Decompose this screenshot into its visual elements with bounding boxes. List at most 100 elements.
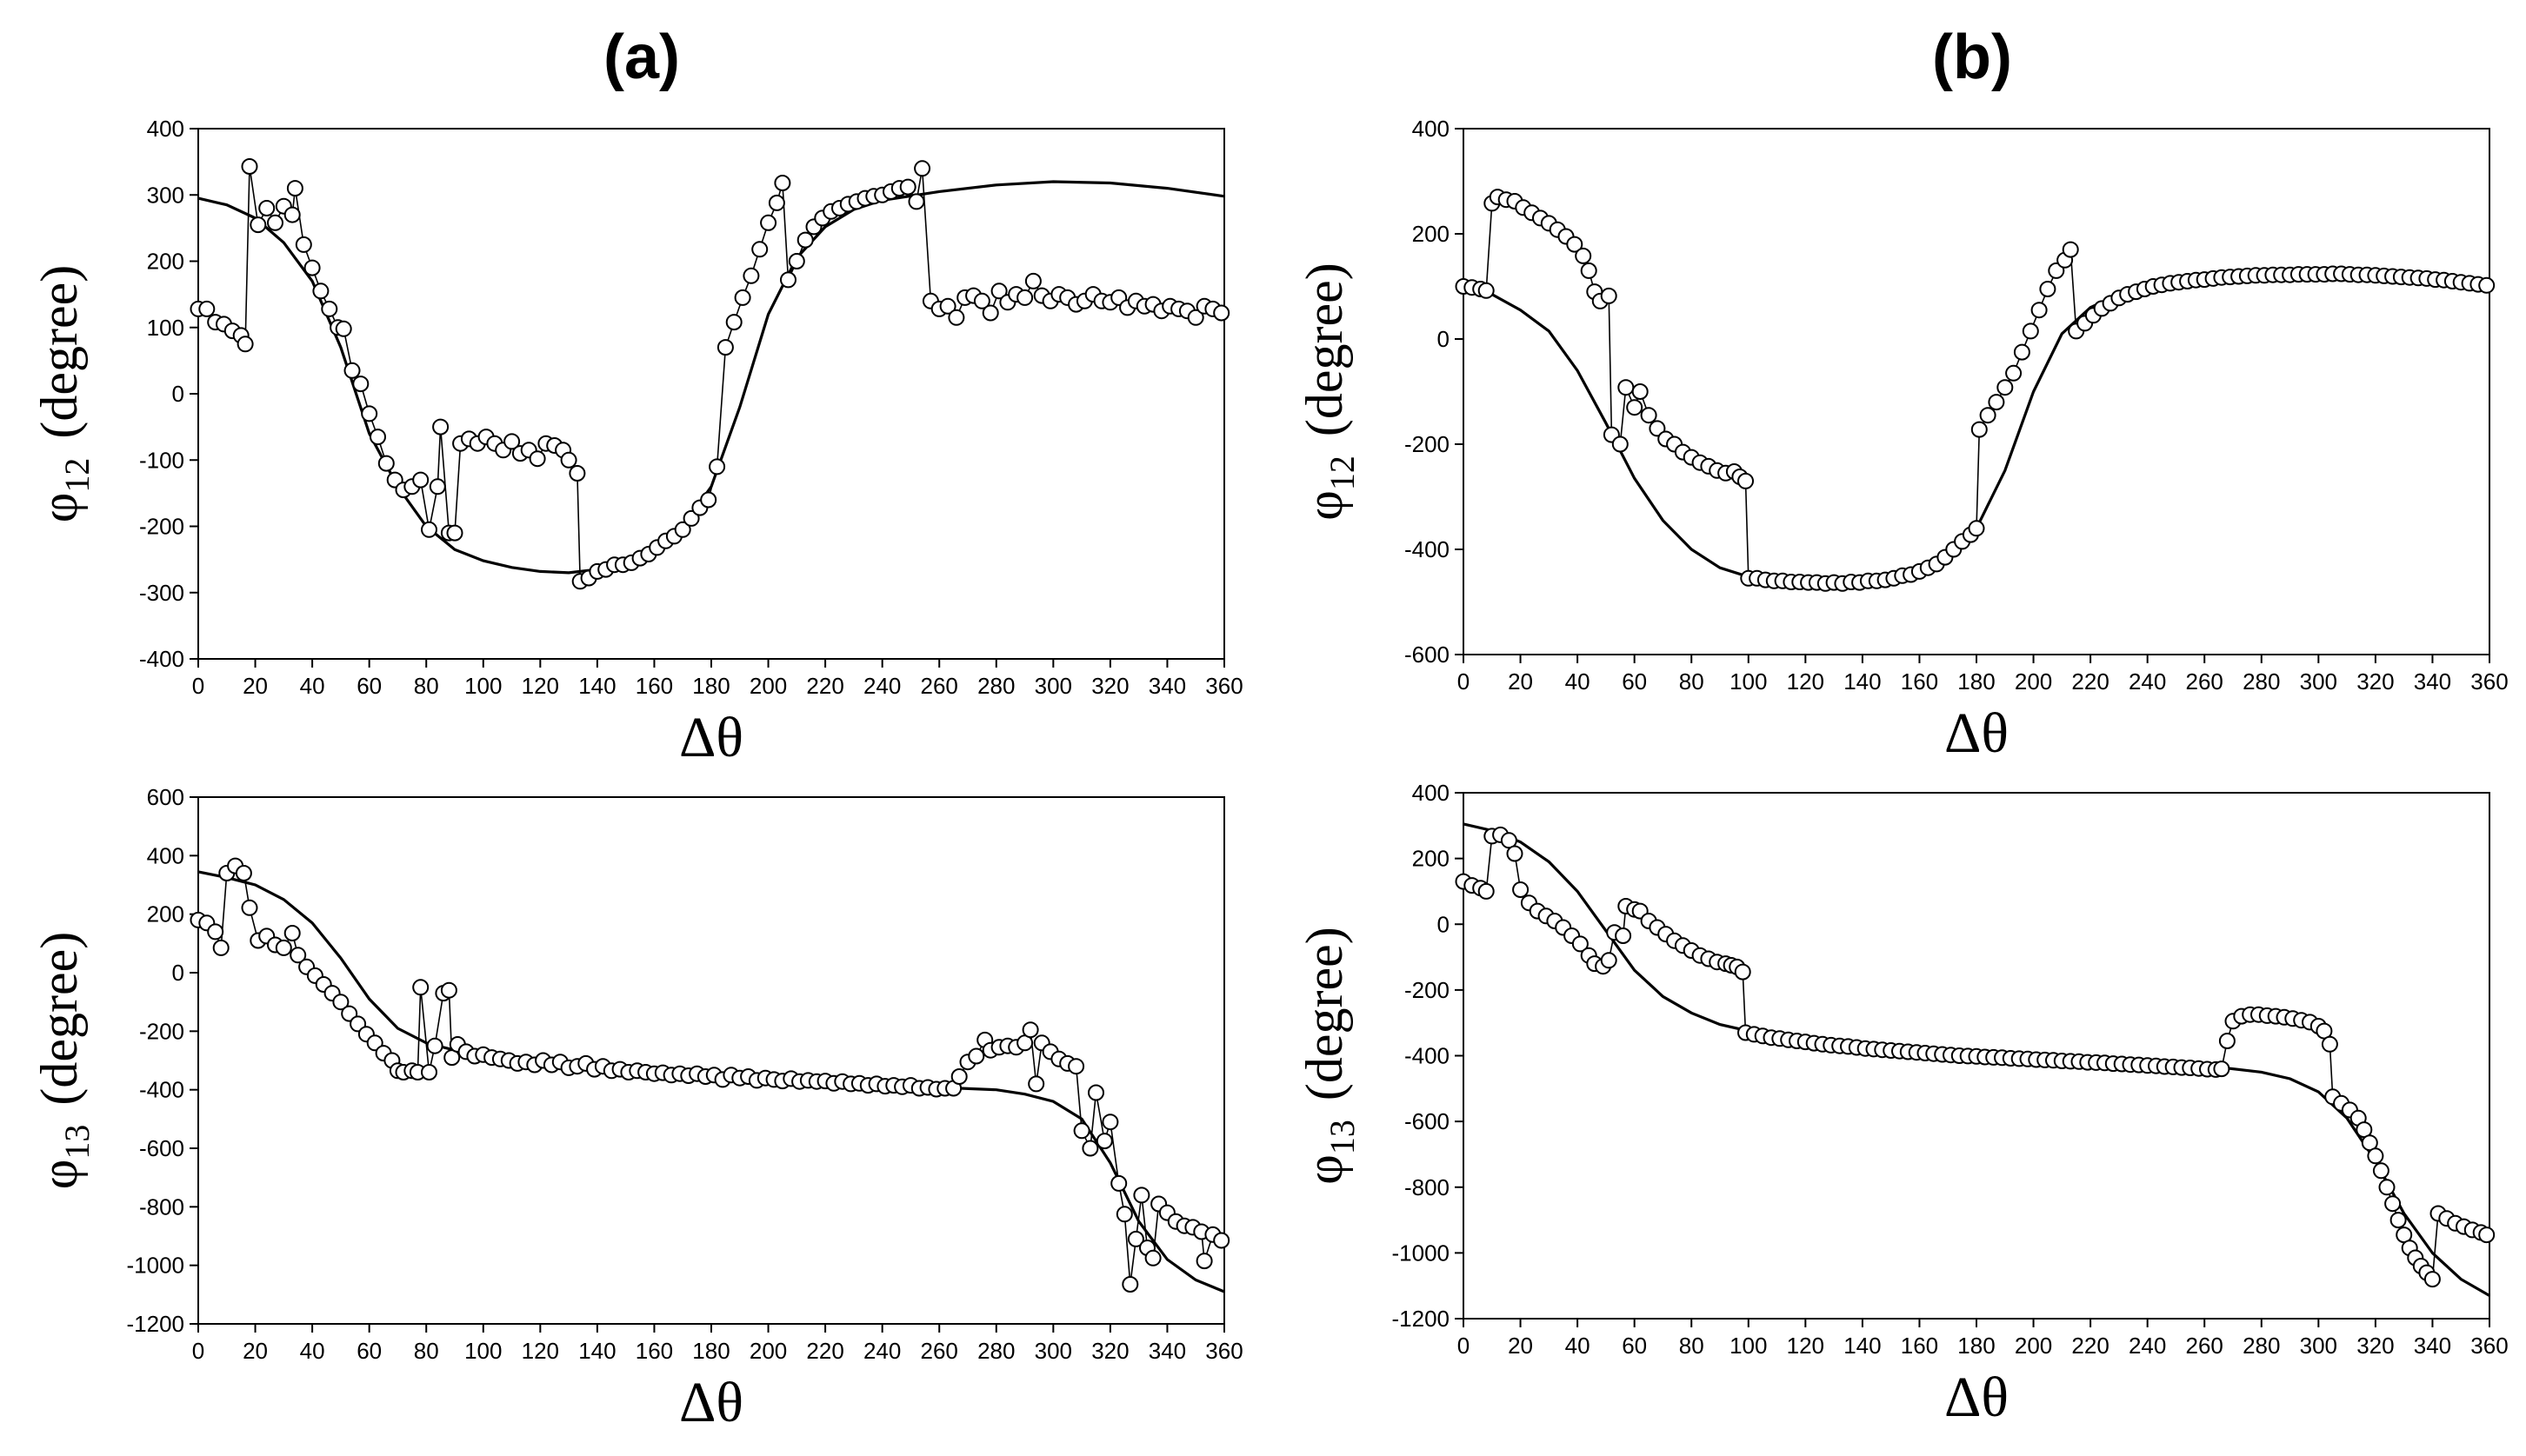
data-point — [1144, 1249, 1162, 1267]
x-tick-label: 320 — [1091, 1338, 1129, 1364]
data-point — [743, 267, 760, 284]
data-point — [1575, 247, 1592, 264]
y-tick-label: -1200 — [1392, 1306, 1450, 1332]
y-tick-label: 0 — [172, 960, 184, 986]
x-axis-label: Δθ — [679, 1371, 743, 1434]
x-tick-label: 300 — [2300, 668, 2337, 695]
x-tick-label: 340 — [2414, 668, 2451, 695]
x-tick-label: 0 — [1457, 668, 1470, 695]
data-point — [503, 433, 521, 450]
y-axis-subscript: 13 — [1323, 1120, 1362, 1154]
data-point — [1213, 1232, 1230, 1249]
x-tick-label: 160 — [636, 1338, 673, 1364]
y-tick-label: -600 — [139, 1135, 184, 1161]
data-point — [1600, 287, 1617, 304]
y-tick-label: 400 — [147, 116, 184, 142]
y-tick-label: -400 — [1404, 1043, 1450, 1069]
data-point — [237, 336, 254, 353]
data-point — [283, 206, 301, 223]
data-point — [241, 899, 258, 916]
data-point — [290, 947, 307, 964]
chart-a-top: 0 20 40 60 80 100 120 140 160 180 200 220 240 260 280 3… — [30, 116, 1243, 769]
x-tick-label: 40 — [1565, 1333, 1590, 1359]
x-tick-label: 40 — [1565, 668, 1590, 695]
panel-label-a: (a) — [603, 23, 680, 92]
data-point — [207, 923, 224, 941]
y-axis-subscript: 12 — [1323, 455, 1362, 490]
data-point — [1127, 1230, 1144, 1247]
data-point — [1024, 272, 1042, 289]
x-tick-label: 280 — [977, 673, 1015, 699]
data-point — [939, 297, 956, 315]
y-tick-label: 200 — [147, 249, 184, 275]
data-point — [774, 175, 791, 191]
data-point — [1979, 407, 1996, 424]
data-point — [321, 300, 338, 317]
data-point — [760, 214, 777, 231]
data-point — [1187, 309, 1204, 326]
data-point — [1073, 1122, 1090, 1140]
x-tick-label: 0 — [192, 1338, 204, 1364]
data-point — [2384, 1195, 2402, 1213]
data-point — [1615, 927, 1632, 944]
data-point — [968, 1047, 985, 1065]
data-point — [1566, 236, 1583, 253]
y-tick-label: -1000 — [127, 1253, 185, 1279]
data-point — [1196, 1253, 1213, 1270]
panel-label-b: (b) — [1932, 23, 2012, 92]
x-tick-label: 300 — [1035, 673, 1072, 699]
data-point — [361, 405, 378, 422]
y-tick-label: -200 — [139, 514, 184, 540]
x-tick-label: 60 — [1622, 1333, 1647, 1359]
data-point — [908, 193, 925, 210]
data-point — [725, 314, 743, 331]
data-point — [1016, 289, 1034, 306]
x-tick-label: 320 — [2356, 1333, 2394, 1359]
x-axis-label: Δθ — [679, 706, 743, 769]
data-point — [1022, 1021, 1039, 1039]
x-tick-label: 200 — [2015, 668, 2052, 695]
data-point — [1968, 520, 1985, 537]
data-point — [1028, 1075, 1045, 1093]
x-tick-label: 340 — [2414, 1333, 2451, 1359]
x-tick-label: 320 — [1091, 673, 1129, 699]
data-point — [250, 216, 267, 234]
data-point — [2062, 241, 2079, 258]
data-point — [258, 200, 276, 216]
x-tick-label: 180 — [1957, 668, 1995, 695]
x-tick-label: 220 — [806, 1338, 843, 1364]
y-axis-symbol: φ — [30, 1160, 88, 1190]
y-tick-label: -1200 — [127, 1311, 185, 1337]
data-point — [2013, 343, 2030, 361]
data-point — [1068, 1058, 1085, 1075]
data-point — [295, 236, 312, 253]
x-tick-label: 20 — [243, 673, 268, 699]
y-axis-symbol: φ — [1296, 490, 1353, 521]
y-tick-label: 0 — [172, 381, 184, 407]
x-tick-label: 340 — [1149, 1338, 1186, 1364]
data-point — [709, 458, 726, 475]
data-point — [412, 979, 430, 996]
data-point — [2030, 302, 2048, 319]
y-tick-label: -400 — [1404, 536, 1450, 562]
data-point — [1102, 1114, 1119, 1131]
data-point — [1133, 1187, 1150, 1204]
data-point — [1110, 1174, 1128, 1192]
y-tick-label: 200 — [147, 901, 184, 927]
x-tick-label: 180 — [1957, 1333, 1995, 1359]
x-tick-label: 80 — [414, 673, 439, 699]
data-point — [1631, 383, 1649, 400]
x-tick-label: 60 — [357, 1338, 382, 1364]
y-tick-label: 300 — [147, 182, 184, 208]
x-tick-label: 160 — [636, 673, 673, 699]
data-point — [1512, 881, 1530, 898]
data-point — [982, 304, 999, 322]
x-tick-label: 20 — [1508, 1333, 1533, 1359]
y-axis-label: φ13 (degree) — [1296, 927, 1362, 1184]
data-point — [751, 241, 769, 258]
y-axis-unit: (degree) — [1296, 927, 1353, 1100]
data-point — [2367, 1147, 2384, 1165]
x-tick-label: 120 — [1787, 668, 1824, 695]
data-point — [716, 339, 734, 356]
